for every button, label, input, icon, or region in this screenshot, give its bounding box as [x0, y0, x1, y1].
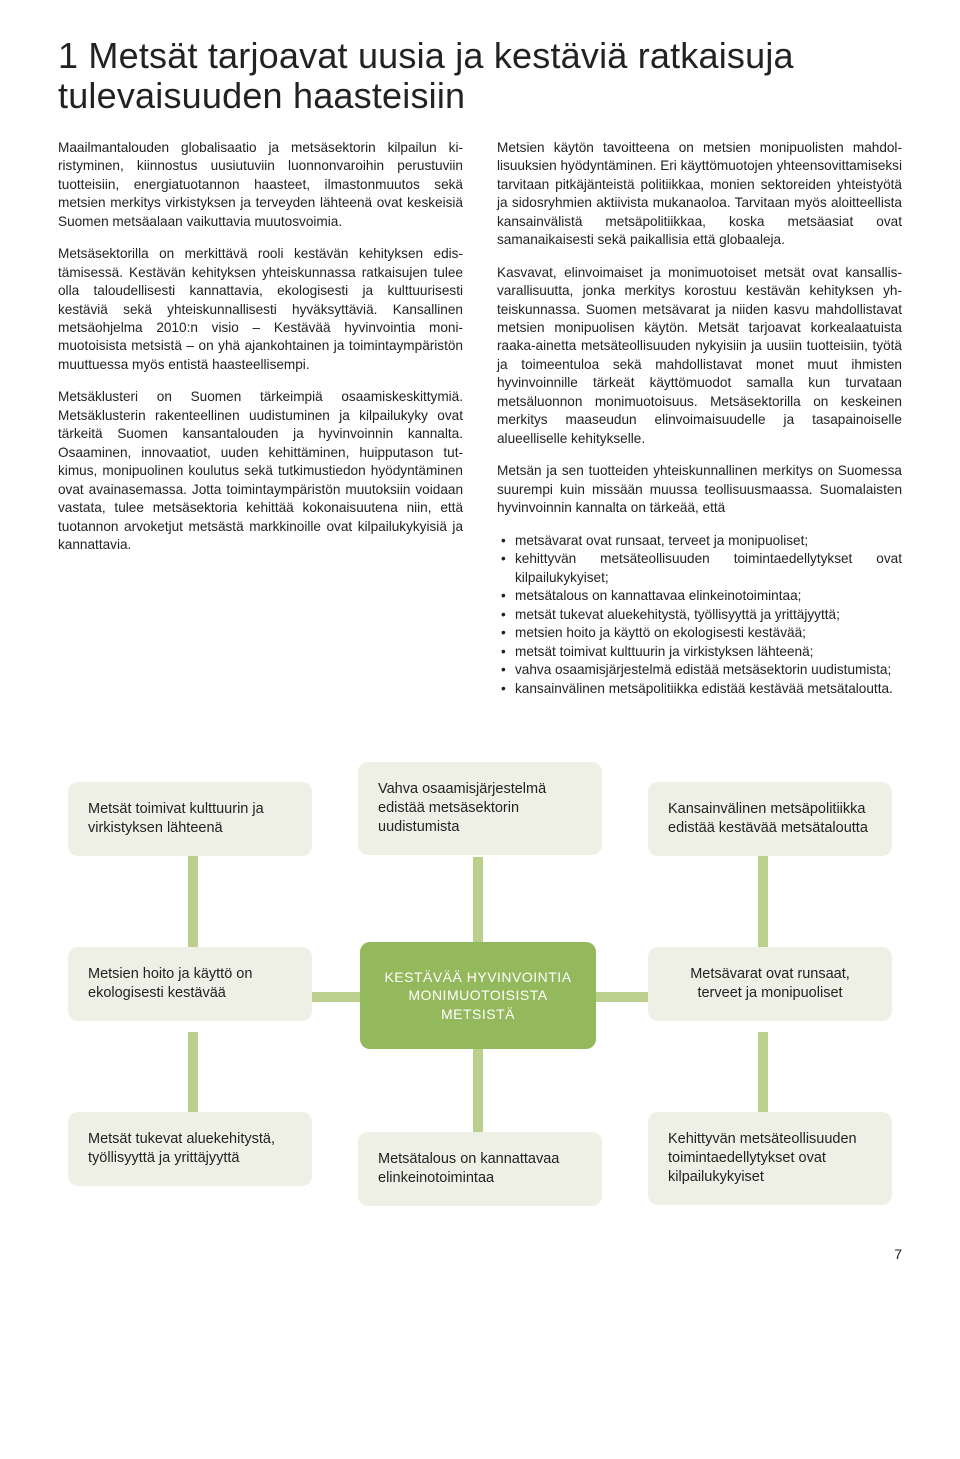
right-column: Metsien käytön tavoitteena on metsien mo…	[497, 139, 902, 713]
node-center: KESTÄVÄÄ HYVINVOINTIA MONIMUOTOISISTA ME…	[360, 942, 596, 1049]
concept-diagram: Metsät toimivat kulttuurin ja virkistyks…	[58, 752, 902, 1252]
bullet-item: metsät toimivat kulttuurin ja virkistyks…	[497, 643, 902, 661]
page-title: 1 Metsät tarjoavat uusia ja kestäviä rat…	[58, 36, 902, 117]
node-bottom-right: Kehittyvän metsäteollisuuden toimintaede…	[648, 1112, 892, 1205]
right-para-3: Metsän ja sen tuotteiden yhteiskunnallin…	[497, 462, 902, 517]
left-para-3: Metsäklusteri on Suomen tärkeimpiä osaam…	[58, 388, 463, 554]
node-top-left: Metsät toimivat kulttuurin ja virkistyks…	[68, 782, 312, 856]
node-bottom-center: Metsätalous on kannattavaa elinkeinotoim…	[358, 1132, 602, 1206]
left-column: Maailmantalouden globalisaatio ja metsäs…	[58, 139, 463, 713]
bullet-item: metsävarat ovat runsaat, terveet ja moni…	[497, 532, 902, 550]
bullet-item: kansainvälinen metsäpolitiikka edistää k…	[497, 680, 902, 698]
left-para-1: Maailmantalouden globalisaatio ja metsäs…	[58, 139, 463, 231]
bullet-item: metsien hoito ja käyttö on ekologisesti …	[497, 624, 902, 642]
two-column-text: Maailmantalouden globalisaatio ja metsäs…	[58, 139, 902, 713]
bullet-item: metsätalous on kannattavaa elinkeinotoim…	[497, 587, 902, 605]
right-para-2: Kasvavat, elinvoimaiset ja monimuotoiset…	[497, 264, 902, 449]
node-mid-right: Metsävarat ovat runsaat, terveet ja moni…	[648, 947, 892, 1021]
bullet-item: vahva osaamisjärjestelmä edistää metsäse…	[497, 661, 902, 679]
left-para-2: Metsäsektorilla on merkittävä rooli kest…	[58, 245, 463, 374]
page-number: 7	[894, 1246, 902, 1262]
node-top-right: Kansainvälinen metsäpolitiikka edistää k…	[648, 782, 892, 856]
node-bottom-left: Metsät tukevat aluekehitystä, työllisyyt…	[68, 1112, 312, 1186]
right-para-1: Metsien käytön tavoitteena on metsien mo…	[497, 139, 902, 250]
node-mid-left: Metsien hoito ja käyttö on ekologisesti …	[68, 947, 312, 1021]
node-top-center: Vahva osaamisjärjestelmä edistää metsäse…	[358, 762, 602, 855]
bullet-list: metsävarat ovat runsaat, terveet ja moni…	[497, 532, 902, 698]
bullet-item: metsät tukevat aluekehitystä, työllisyyt…	[497, 606, 902, 624]
bullet-item: kehittyvän metsäteollisuuden toimintaede…	[497, 550, 902, 587]
